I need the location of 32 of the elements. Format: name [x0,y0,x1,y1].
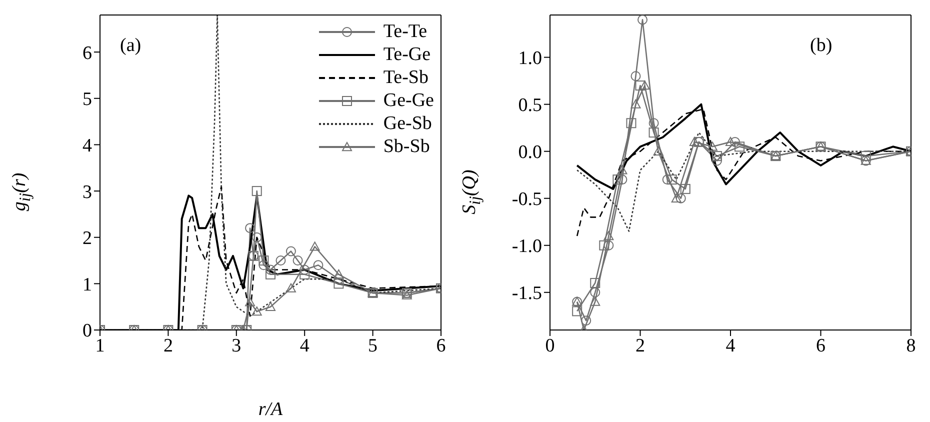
x-tick-label: 8 [906,335,916,356]
y-tick-label: 4 [82,135,92,156]
y-tick-label: -0.5 [512,189,542,210]
legend-label: Ge-Sb [383,112,432,135]
y-tick-label: 3 [82,182,92,203]
x-tick-label: 6 [436,335,446,356]
y-tick-label: 0 [82,320,92,342]
y-tick-label: 0.0 [518,142,542,164]
y-tick-label: 6 [82,42,92,64]
x-tick-label: 4 [300,335,310,356]
y-tick-label: 0.5 [518,95,542,116]
annotation: (a) [120,35,142,57]
x-tick-label: 2 [163,335,173,356]
y-tick-label: -1.0 [512,236,542,258]
annotation: (b) [810,35,832,57]
legend-label: Sb-Sb [383,135,430,158]
x-axis-title: r/A [258,399,284,420]
legend-label: Ge-Ge [383,89,434,112]
y-tick-label: 5 [82,89,92,110]
legend-label: Te-Sb [383,66,428,89]
x-tick-label: 3 [232,335,242,356]
x-tick-label: 2 [636,335,645,356]
y-tick-label: 1.0 [518,48,542,70]
legend-label: Te-Ge [383,43,431,66]
x-tick-label: 0 [545,335,555,356]
y-tick-label: 1 [82,274,92,296]
x-tick-label: 4 [726,335,736,356]
legend-label: Te-Te [383,20,428,43]
y-tick-label: -1.5 [512,283,542,304]
x-tick-label: 5 [368,335,378,356]
x-tick-label: 6 [816,335,826,356]
y-tick-label: 2 [82,228,92,250]
